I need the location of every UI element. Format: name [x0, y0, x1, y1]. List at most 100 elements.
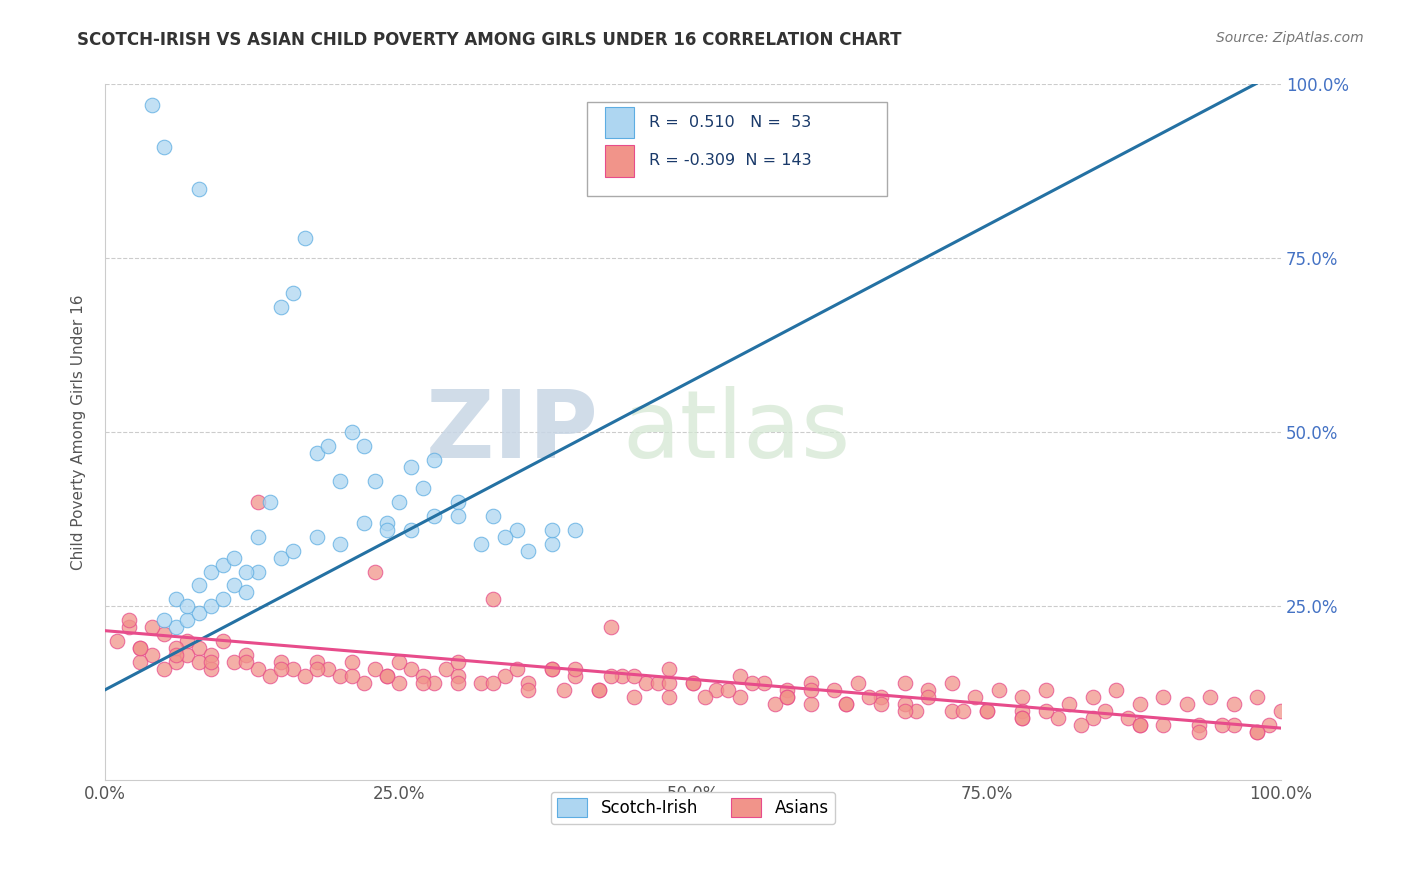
Point — [141, 620, 163, 634]
Point — [152, 613, 174, 627]
Point — [235, 585, 257, 599]
Point — [941, 676, 963, 690]
Point — [1223, 697, 1246, 711]
Point — [553, 682, 575, 697]
Point — [141, 98, 163, 112]
Point — [517, 543, 540, 558]
Point — [1246, 690, 1268, 704]
Point — [188, 182, 211, 196]
Point — [1246, 724, 1268, 739]
Point — [364, 662, 387, 676]
Point — [329, 474, 352, 488]
Point — [224, 655, 246, 669]
Point — [835, 697, 858, 711]
Point — [1223, 717, 1246, 731]
Point — [259, 495, 281, 509]
Point — [388, 495, 411, 509]
Point — [152, 140, 174, 154]
Point — [270, 300, 292, 314]
Text: SCOTCH-IRISH VS ASIAN CHILD POVERTY AMONG GIRLS UNDER 16 CORRELATION CHART: SCOTCH-IRISH VS ASIAN CHILD POVERTY AMON… — [77, 31, 901, 49]
Point — [152, 662, 174, 676]
Point — [423, 453, 446, 467]
Point — [200, 648, 222, 662]
Y-axis label: Child Poverty Among Girls Under 16: Child Poverty Among Girls Under 16 — [72, 294, 86, 570]
Point — [340, 655, 363, 669]
Point — [375, 669, 398, 683]
Point — [176, 599, 198, 614]
Point — [494, 669, 516, 683]
FancyBboxPatch shape — [588, 102, 887, 195]
Point — [329, 669, 352, 683]
Point — [129, 641, 152, 656]
Point — [952, 704, 974, 718]
Point — [541, 537, 564, 551]
Point — [399, 662, 422, 676]
Point — [152, 627, 174, 641]
Point — [976, 704, 998, 718]
Point — [658, 690, 681, 704]
Point — [200, 599, 222, 614]
FancyBboxPatch shape — [605, 145, 634, 177]
Point — [1211, 717, 1233, 731]
Point — [470, 537, 492, 551]
Point — [211, 592, 233, 607]
Point — [434, 662, 457, 676]
Point — [224, 550, 246, 565]
Point — [1175, 697, 1198, 711]
Point — [235, 655, 257, 669]
Text: atlas: atlas — [623, 386, 851, 478]
Point — [800, 697, 823, 711]
Point — [388, 676, 411, 690]
Point — [482, 508, 505, 523]
Point — [447, 508, 470, 523]
Point — [1094, 704, 1116, 718]
Point — [658, 676, 681, 690]
Point — [353, 676, 375, 690]
Point — [270, 662, 292, 676]
Point — [1188, 724, 1211, 739]
Point — [411, 481, 433, 495]
Point — [823, 682, 845, 697]
Point — [211, 634, 233, 648]
Point — [188, 641, 211, 656]
Point — [870, 690, 893, 704]
Point — [776, 690, 799, 704]
Point — [1129, 717, 1152, 731]
Point — [165, 641, 187, 656]
Point — [623, 669, 645, 683]
Point — [423, 508, 446, 523]
Point — [364, 474, 387, 488]
Point — [800, 682, 823, 697]
Point — [270, 550, 292, 565]
Point — [165, 648, 187, 662]
Point — [246, 530, 269, 544]
Point — [917, 690, 939, 704]
Point — [1046, 711, 1069, 725]
Point — [682, 676, 704, 690]
Point — [870, 697, 893, 711]
Point — [141, 648, 163, 662]
Point — [1081, 711, 1104, 725]
Point — [224, 578, 246, 592]
Point — [305, 446, 328, 460]
Point — [893, 697, 915, 711]
Point — [188, 655, 211, 669]
Point — [612, 669, 634, 683]
Point — [447, 676, 470, 690]
Point — [1011, 711, 1033, 725]
Text: Source: ZipAtlas.com: Source: ZipAtlas.com — [1216, 31, 1364, 45]
Point — [200, 662, 222, 676]
Point — [517, 676, 540, 690]
Point — [340, 425, 363, 440]
Point — [1152, 717, 1174, 731]
Point — [763, 697, 786, 711]
Point — [165, 655, 187, 669]
Point — [517, 682, 540, 697]
Point — [353, 439, 375, 453]
Point — [717, 682, 740, 697]
Point — [905, 704, 928, 718]
Point — [1035, 704, 1057, 718]
Point — [246, 495, 269, 509]
Point — [741, 676, 763, 690]
Point — [728, 690, 751, 704]
